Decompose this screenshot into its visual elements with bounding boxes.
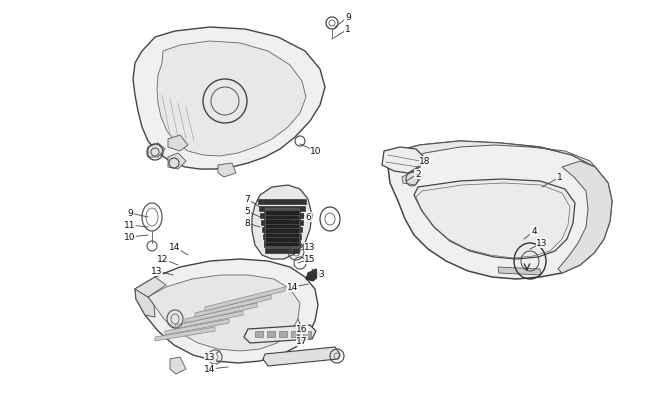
Polygon shape [558, 162, 612, 273]
Text: 12: 12 [157, 255, 169, 264]
Polygon shape [218, 164, 236, 177]
Polygon shape [135, 277, 166, 297]
Polygon shape [185, 303, 257, 323]
Polygon shape [259, 207, 305, 211]
Polygon shape [303, 331, 311, 337]
Polygon shape [382, 148, 424, 174]
Polygon shape [402, 172, 422, 185]
Text: 9: 9 [127, 209, 133, 218]
Polygon shape [388, 142, 612, 279]
Polygon shape [175, 311, 243, 329]
Text: 16: 16 [296, 325, 307, 334]
Text: 1: 1 [557, 173, 563, 182]
Polygon shape [263, 347, 340, 366]
Polygon shape [264, 207, 300, 247]
Polygon shape [264, 241, 300, 246]
Polygon shape [291, 331, 299, 337]
Polygon shape [252, 185, 312, 259]
Text: 4: 4 [531, 227, 537, 236]
Text: 17: 17 [296, 337, 307, 345]
Text: 14: 14 [204, 364, 216, 373]
Polygon shape [262, 228, 302, 232]
Text: 3: 3 [318, 270, 324, 279]
Text: 2: 2 [415, 170, 421, 179]
Polygon shape [195, 295, 271, 317]
Polygon shape [390, 142, 595, 168]
Text: 14: 14 [287, 283, 299, 292]
Text: 8: 8 [244, 219, 250, 228]
Polygon shape [255, 331, 263, 337]
Text: 11: 11 [124, 221, 136, 230]
Polygon shape [260, 213, 304, 218]
Polygon shape [205, 287, 285, 311]
Polygon shape [414, 179, 575, 259]
Text: 13: 13 [304, 243, 316, 252]
Text: 18: 18 [419, 157, 431, 166]
Polygon shape [279, 331, 287, 337]
Text: 10: 10 [124, 233, 136, 242]
Text: 13: 13 [151, 267, 162, 276]
Polygon shape [244, 325, 316, 343]
Polygon shape [148, 144, 165, 158]
Polygon shape [133, 28, 325, 170]
Polygon shape [168, 153, 186, 170]
Polygon shape [157, 42, 306, 157]
Polygon shape [265, 248, 299, 254]
Polygon shape [263, 234, 301, 239]
Polygon shape [261, 220, 303, 226]
Polygon shape [170, 357, 186, 374]
Text: 5: 5 [244, 207, 250, 216]
Polygon shape [168, 136, 188, 151]
Polygon shape [306, 269, 320, 281]
Text: 15: 15 [304, 255, 316, 264]
Polygon shape [498, 267, 541, 275]
Polygon shape [267, 331, 275, 337]
Polygon shape [148, 275, 300, 351]
Text: 14: 14 [169, 243, 181, 252]
Polygon shape [258, 200, 306, 205]
Polygon shape [135, 289, 155, 317]
Text: 10: 10 [310, 147, 322, 156]
Polygon shape [165, 319, 229, 335]
Text: 9: 9 [345, 13, 351, 22]
Polygon shape [155, 327, 215, 341]
Text: 1: 1 [345, 26, 351, 34]
Polygon shape [135, 259, 318, 363]
Text: 13: 13 [204, 353, 216, 362]
Text: 13: 13 [536, 239, 548, 248]
Text: 6: 6 [305, 213, 311, 222]
Text: 7: 7 [244, 195, 250, 204]
